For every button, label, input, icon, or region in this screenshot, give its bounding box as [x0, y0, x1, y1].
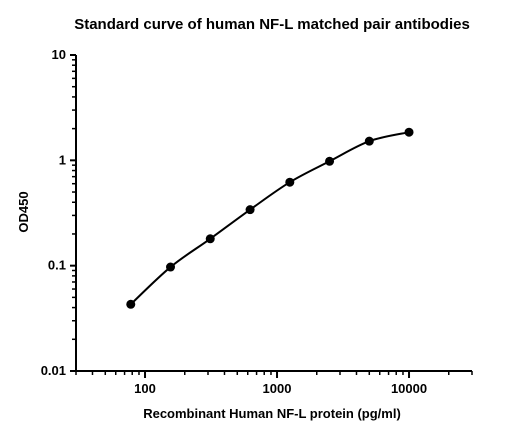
data-point: [205, 234, 215, 244]
fit-curve: [130, 131, 410, 305]
y-tick-label: 1: [59, 152, 66, 167]
y-tick-label: 10: [52, 47, 66, 62]
data-point: [325, 156, 335, 166]
x-axis-label: Recombinant Human NF-L protein (pg/ml): [143, 406, 401, 421]
axes: 0.01 0.1 1 10 100 1000 10000: [41, 47, 473, 396]
data-point: [245, 205, 255, 215]
data-point: [126, 299, 136, 309]
x-tick-label: 1000: [263, 381, 292, 396]
y-tick-label: 0.01: [41, 363, 66, 378]
data-points: [126, 127, 414, 309]
data-point: [285, 177, 295, 187]
data-point: [166, 262, 176, 272]
y-axis-label: OD450: [16, 191, 31, 232]
chart-title: Standard curve of human NF-L matched pai…: [74, 16, 470, 33]
data-point: [364, 136, 374, 146]
data-point: [404, 127, 414, 137]
x-tick-label: 100: [134, 381, 156, 396]
x-tick-label: 10000: [391, 381, 427, 396]
y-tick-label: 0.1: [48, 258, 66, 273]
